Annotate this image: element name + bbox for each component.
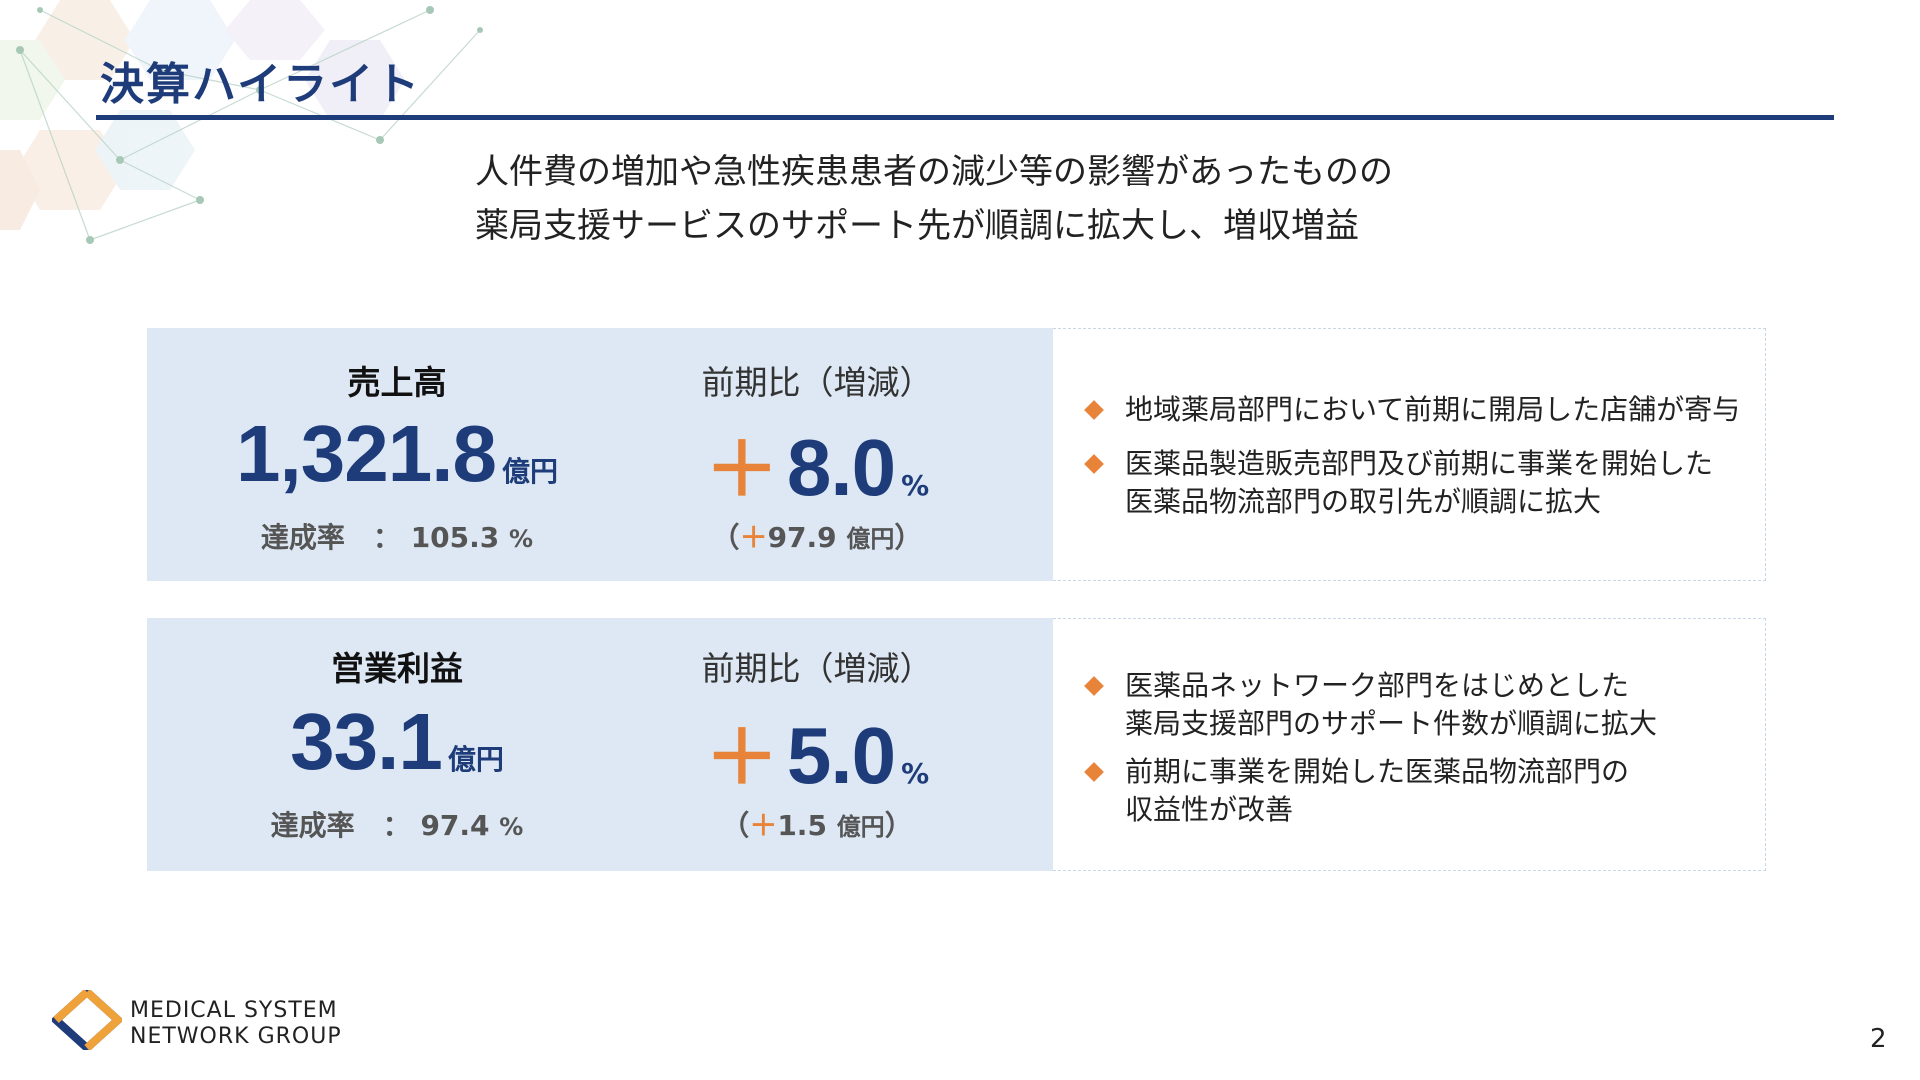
page-title: 決算ハイライト — [100, 59, 422, 110]
profit-note-2-line-2: 収益性が改善 — [1125, 793, 1294, 826]
orange-diamond-icon — [1084, 454, 1104, 474]
sales-achievement: 達成率 ： 105.3 % — [187, 516, 607, 556]
sales-unit: 億円 — [501, 455, 558, 488]
profit-yoy-unit: % — [901, 757, 930, 790]
profit-diff-unit: 億円 — [836, 813, 885, 841]
sales-value-row: 1,321.8 億円 — [187, 408, 607, 500]
profit-yoy-label: 前期比（増減） — [701, 649, 933, 688]
orange-diamond-icon — [1084, 400, 1104, 420]
sales-note-2: 医薬品製造販売部門及び前期に事業を開始した 医薬品物流部門の取引先が順調に拡大 — [1083, 445, 1713, 521]
profit-value-column: 営業利益 33.1 億円 達成率 ： 97.4 % — [187, 618, 607, 871]
company-logo-text: MEDICAL SYSTEM NETWORK GROUP — [130, 998, 342, 1050]
profit-label: 営業利益 — [331, 649, 463, 688]
logo-line-1: MEDICAL SYSTEM — [130, 998, 338, 1023]
logo-line-2: NETWORK GROUP — [130, 1024, 342, 1049]
sales-diff: （＋97.9 億円） — [617, 516, 1017, 556]
sales-note-2-line-2: 医薬品物流部門の取引先が順調に拡大 — [1125, 485, 1602, 518]
sales-notes-panel: 地域薬局部門において前期に開局した店舗が寄与 医薬品製造販売部門及び前期に事業を… — [1053, 328, 1766, 581]
sales-achievement-value: 105.3 — [410, 521, 500, 554]
sales-label: 売上高 — [347, 363, 447, 402]
profit-note-2: 前期に事業を開始した医薬品物流部門の 収益性が改善 — [1083, 753, 1629, 829]
sales-figures-panel: 売上高 1,321.8 億円 達成率 ： 105.3 % 前期比（増減） ＋ 8.0… — [147, 328, 1053, 581]
sales-note-2-line-1: 医薬品製造販売部門及び前期に事業を開始した — [1125, 447, 1714, 480]
profit-yoy-value: 5.0 — [786, 711, 896, 800]
operating-profit-block: 営業利益 33.1 億円 達成率 ： 97.4 % 前期比（増減） ＋ 5.0% （… — [147, 618, 1767, 871]
profit-unit: 億円 — [447, 743, 504, 776]
title-underline — [96, 115, 1834, 120]
page-number: 2 — [1870, 1024, 1887, 1054]
profit-notes-panel: 医薬品ネットワーク部門をはじめとした 薬局支援部門のサポート件数が順調に拡大 前… — [1053, 618, 1766, 871]
profit-value-row: 33.1 億円 — [187, 696, 607, 788]
orange-diamond-icon — [1084, 762, 1104, 782]
hexagon-network-decoration — [0, 0, 483, 244]
sales-yoy-value: 8.0 — [786, 423, 896, 512]
sales-diff-value: 97.9 — [767, 521, 837, 554]
profit-note-1: 医薬品ネットワーク部門をはじめとした 薬局支援部門のサポート件数が順調に拡大 — [1083, 667, 1657, 743]
profit-yoy-sign: ＋ — [704, 715, 779, 801]
sales-diff-close: ） — [894, 521, 923, 554]
sales-yoy-row: ＋ 8.0% — [617, 410, 1017, 517]
sales-block: 売上高 1,321.8 億円 達成率 ： 105.3 % 前期比（増減） ＋ 8.0… — [147, 328, 1767, 581]
profit-diff-open: （ — [721, 809, 750, 842]
profit-note-2-line-1: 前期に事業を開始した医薬品物流部門の — [1125, 755, 1630, 788]
lead-line-2: 薬局支援サービスのサポート先が順調に拡大し、増収増益 — [475, 206, 1359, 246]
profit-achievement-value: 97.4 — [420, 809, 490, 842]
sales-achievement-unit: % — [509, 525, 534, 553]
msng-logo-icon — [52, 990, 122, 1050]
sales-diff-sign: ＋ — [739, 521, 768, 554]
profit-diff-sign: ＋ — [749, 809, 778, 842]
profit-figures-panel: 営業利益 33.1 億円 達成率 ： 97.4 % 前期比（増減） ＋ 5.0% （… — [147, 618, 1053, 871]
profit-diff: （＋1.5 億円） — [617, 804, 1017, 844]
orange-diamond-icon — [1084, 676, 1104, 696]
profit-achievement-label: 達成率 ： — [270, 809, 411, 842]
sales-yoy-unit: % — [901, 469, 930, 502]
profit-note-1-line-2: 薬局支援部門のサポート件数が順調に拡大 — [1125, 707, 1658, 740]
lead-text: 人件費の増加や急性疾患患者の減少等の影響があったものの 薬局支援サービスのサポー… — [475, 145, 1393, 253]
profit-value: 33.1 — [290, 697, 443, 786]
sales-diff-open: （ — [711, 521, 740, 554]
sales-achievement-label: 達成率 ： — [260, 521, 401, 554]
sales-yoy-sign: ＋ — [704, 427, 779, 513]
profit-diff-value: 1.5 — [777, 809, 827, 842]
profit-yoy-row: ＋ 5.0% — [617, 698, 1017, 805]
sales-diff-unit: 億円 — [846, 525, 895, 553]
profit-yoy-column: 前期比（増減） ＋ 5.0% （＋1.5 億円） — [617, 618, 1017, 871]
sales-yoy-label: 前期比（増減） — [701, 363, 933, 402]
lead-line-1: 人件費の増加や急性疾患患者の減少等の影響があったものの — [475, 152, 1393, 192]
sales-yoy-column: 前期比（増減） ＋ 8.0% （＋97.9 億円） — [617, 328, 1017, 581]
sales-value-column: 売上高 1,321.8 億円 達成率 ： 105.3 % — [187, 328, 607, 581]
sales-note-1: 地域薬局部門において前期に開局した店舗が寄与 — [1083, 391, 1740, 429]
profit-achievement: 達成率 ： 97.4 % — [187, 804, 607, 844]
sales-value: 1,321.8 — [236, 409, 497, 498]
profit-diff-close: ） — [884, 809, 913, 842]
profit-note-1-line-1: 医薬品ネットワーク部門をはじめとした — [1125, 669, 1630, 702]
profit-achievement-unit: % — [499, 813, 524, 841]
sales-note-1-line-1: 地域薬局部門において前期に開局した店舗が寄与 — [1125, 393, 1741, 426]
